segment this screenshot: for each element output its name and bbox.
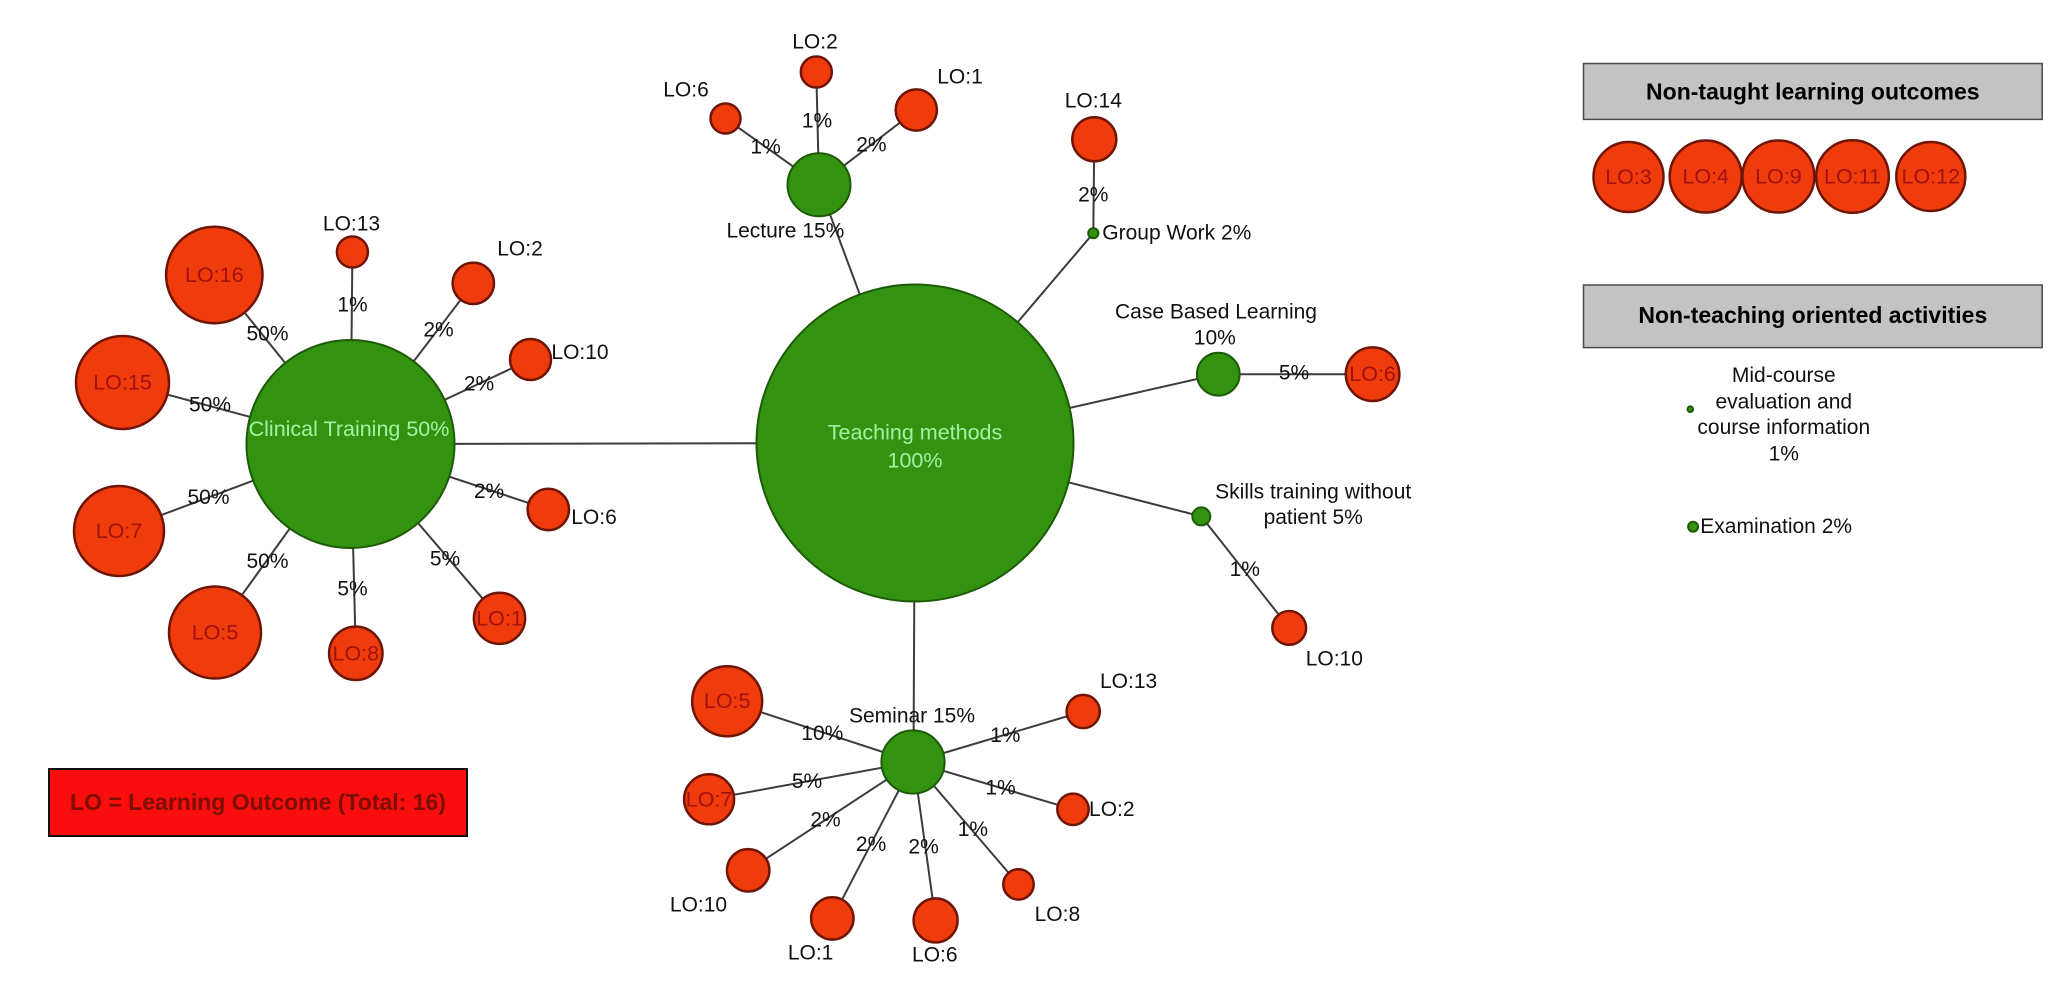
- svg-text:Mid-course: Mid-course: [1732, 364, 1836, 387]
- svg-text:2%: 2%: [474, 480, 504, 503]
- svg-text:Non-taught learning outcomes: Non-taught learning outcomes: [1646, 79, 1980, 105]
- svg-text:patient 5%: patient 5%: [1264, 506, 1363, 529]
- svg-text:LO:10: LO:10: [670, 893, 727, 916]
- svg-text:Group Work 2%: Group Work 2%: [1102, 222, 1251, 245]
- svg-text:LO:7: LO:7: [96, 519, 143, 543]
- svg-text:LO:5: LO:5: [704, 689, 751, 713]
- svg-text:LO = Learning Outcome (Total:: LO = Learning Outcome (Total: 16): [70, 789, 446, 815]
- svg-text:5%: 5%: [1279, 362, 1309, 385]
- svg-text:2%: 2%: [856, 134, 886, 157]
- svg-text:LO:7: LO:7: [686, 787, 733, 811]
- svg-text:LO:4: LO:4: [1682, 165, 1729, 189]
- svg-text:LO:13: LO:13: [323, 213, 380, 236]
- svg-text:LO:1: LO:1: [788, 941, 834, 964]
- svg-text:1%: 1%: [1230, 558, 1260, 581]
- svg-text:Case Based Learning: Case Based Learning: [1115, 300, 1317, 323]
- svg-text:LO:11: LO:11: [1824, 165, 1881, 189]
- svg-text:10%: 10%: [801, 722, 843, 745]
- svg-text:course information: course information: [1697, 416, 1870, 439]
- svg-text:LO:12: LO:12: [1902, 165, 1961, 189]
- svg-text:1%: 1%: [985, 777, 1015, 800]
- svg-text:Seminar 15%: Seminar 15%: [849, 704, 975, 727]
- svg-text:LO:8: LO:8: [332, 641, 379, 665]
- svg-text:10%: 10%: [1194, 327, 1236, 350]
- svg-text:2%: 2%: [423, 319, 453, 342]
- svg-text:Clinical Training 50%: Clinical Training 50%: [249, 417, 450, 441]
- svg-text:1%: 1%: [337, 294, 367, 317]
- svg-text:LO:5: LO:5: [192, 621, 239, 645]
- svg-text:2%: 2%: [464, 373, 494, 396]
- svg-text:Lecture 15%: Lecture 15%: [726, 220, 844, 243]
- svg-text:LO:10: LO:10: [551, 341, 608, 364]
- svg-text:LO:14: LO:14: [1065, 90, 1123, 113]
- svg-text:Examination 2%: Examination 2%: [1700, 515, 1852, 538]
- svg-text:LO:1: LO:1: [937, 66, 983, 89]
- svg-text:LO:15: LO:15: [93, 371, 152, 395]
- svg-text:LO:2: LO:2: [792, 31, 838, 54]
- svg-text:50%: 50%: [189, 394, 231, 417]
- svg-text:5%: 5%: [337, 578, 367, 601]
- svg-text:2%: 2%: [1078, 183, 1108, 206]
- svg-text:1%: 1%: [750, 136, 780, 159]
- svg-text:2%: 2%: [908, 836, 938, 859]
- svg-text:evaluation and: evaluation and: [1715, 390, 1852, 413]
- svg-text:5%: 5%: [792, 770, 822, 793]
- svg-text:1%: 1%: [958, 818, 988, 841]
- svg-text:50%: 50%: [246, 550, 288, 573]
- svg-text:Skills training without: Skills training without: [1215, 481, 1411, 504]
- svg-text:1%: 1%: [1769, 442, 1799, 465]
- svg-text:LO:6: LO:6: [571, 506, 617, 529]
- svg-text:5%: 5%: [430, 548, 460, 571]
- svg-text:1%: 1%: [802, 110, 832, 133]
- svg-text:LO:6: LO:6: [1349, 362, 1396, 386]
- svg-text:Non-teaching oriented activiti: Non-teaching oriented activities: [1638, 302, 1987, 328]
- svg-text:LO:3: LO:3: [1605, 165, 1652, 189]
- svg-text:LO:16: LO:16: [185, 263, 244, 287]
- svg-text:LO:9: LO:9: [1755, 165, 1802, 189]
- svg-text:2%: 2%: [856, 833, 886, 856]
- svg-text:LO:6: LO:6: [912, 943, 958, 966]
- svg-text:Teaching methods: Teaching methods: [828, 421, 1003, 445]
- svg-text:LO:8: LO:8: [1035, 903, 1081, 926]
- svg-text:50%: 50%: [187, 486, 229, 509]
- svg-text:LO:2: LO:2: [1089, 798, 1135, 821]
- svg-text:LO:1: LO:1: [476, 606, 523, 630]
- svg-text:LO:6: LO:6: [663, 79, 709, 102]
- svg-text:1%: 1%: [990, 724, 1020, 747]
- svg-text:100%: 100%: [888, 448, 943, 472]
- svg-text:LO:2: LO:2: [497, 238, 543, 261]
- svg-text:2%: 2%: [810, 808, 840, 831]
- svg-text:50%: 50%: [246, 323, 288, 346]
- svg-text:LO:13: LO:13: [1100, 670, 1157, 693]
- svg-text:LO:10: LO:10: [1306, 647, 1363, 670]
